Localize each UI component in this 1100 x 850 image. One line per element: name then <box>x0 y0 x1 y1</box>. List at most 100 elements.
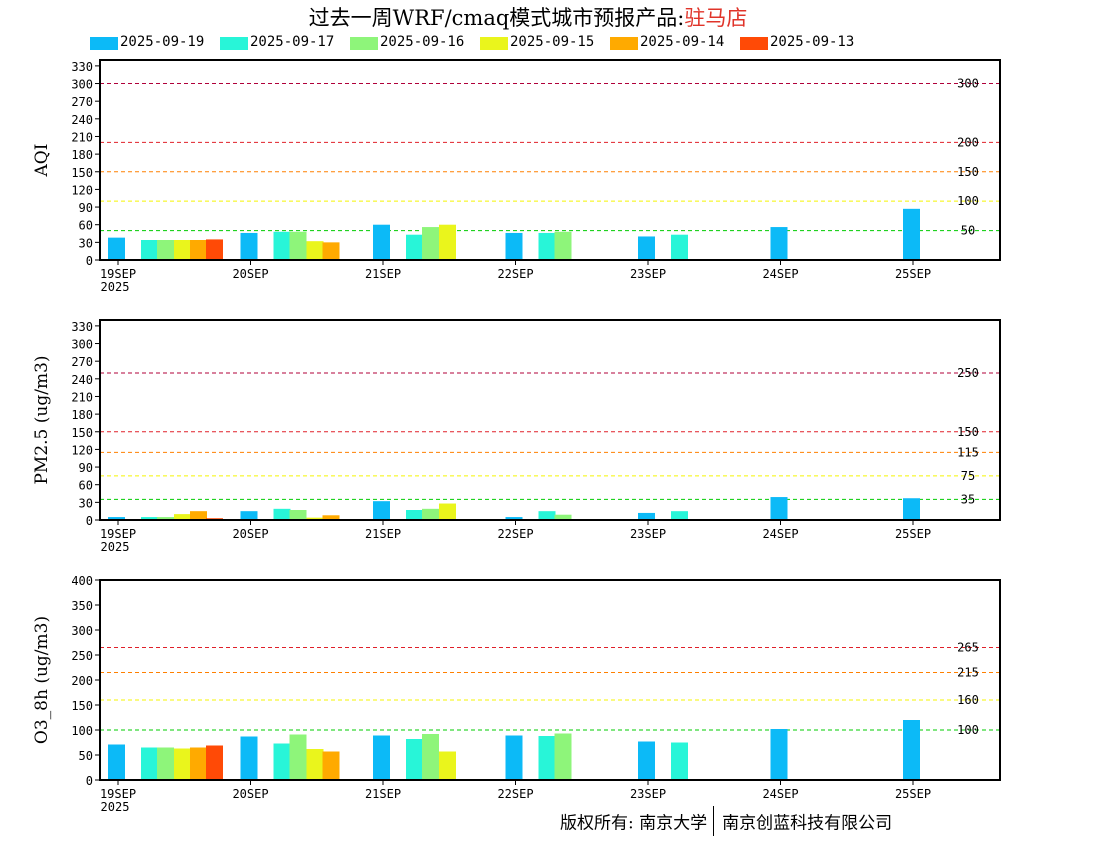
bar <box>770 729 788 780</box>
threshold-label: 35 <box>961 492 975 506</box>
threshold-label: 100 <box>957 194 979 208</box>
y-tick-label: 30 <box>79 236 93 250</box>
y-tick-label: 300 <box>71 78 93 92</box>
bar <box>638 741 655 780</box>
legend-label: 2025-09-17 <box>250 34 335 50</box>
y-tick-label: 330 <box>71 320 93 334</box>
bar <box>306 749 324 780</box>
bar <box>538 736 556 780</box>
y-tick-label: 350 <box>71 599 93 613</box>
bar <box>240 511 258 520</box>
y-tick-label: 60 <box>79 479 93 493</box>
bar <box>306 241 324 260</box>
bar <box>439 224 456 260</box>
bar <box>322 242 340 260</box>
bar <box>190 240 207 260</box>
bar <box>671 511 688 520</box>
y-tick-label: 60 <box>79 219 93 233</box>
bar <box>289 231 307 260</box>
bar <box>406 739 423 780</box>
bar <box>157 240 174 260</box>
bar <box>538 511 556 520</box>
bar <box>554 733 572 780</box>
bar <box>157 517 174 520</box>
legend-label: 2025-09-14 <box>640 34 725 50</box>
y-tick-label: 150 <box>71 166 93 180</box>
y-tick-label: 400 <box>71 574 93 588</box>
legend-label: 2025-09-16 <box>380 34 465 50</box>
x-tick-label: 25SEP <box>895 527 931 541</box>
bar <box>671 742 688 780</box>
x-tick-label: 19SEP <box>100 787 136 801</box>
bar <box>206 239 223 260</box>
threshold-label: 200 <box>957 135 979 149</box>
legend-swatch <box>90 37 118 50</box>
y-tick-label: 270 <box>71 95 93 109</box>
x-tick-label: 24SEP <box>762 527 798 541</box>
threshold-label: 115 <box>957 445 979 459</box>
bar <box>174 240 191 260</box>
legend-swatch <box>480 37 508 50</box>
y-axis-label: AQI <box>32 144 52 178</box>
threshold-label: 150 <box>957 165 979 179</box>
x-tick-label: 24SEP <box>762 267 798 281</box>
legend-swatch <box>740 37 768 50</box>
y-tick-label: 90 <box>79 461 93 475</box>
bar <box>206 745 223 780</box>
bar <box>373 224 390 260</box>
bar <box>373 501 390 520</box>
y-tick-label: 150 <box>71 426 93 440</box>
footer: 版权所有: 南京大学 南京创蓝科技有限公司 <box>560 806 892 840</box>
y-tick-label: 300 <box>71 624 93 638</box>
y-axis-label: PM2.5 (ug/m3) <box>32 355 52 484</box>
x-tick-year: 2025 <box>101 800 130 814</box>
bar <box>671 234 688 260</box>
y-tick-label: 120 <box>71 183 93 197</box>
bar <box>554 514 572 520</box>
bar <box>638 236 655 260</box>
title-station: 驻马店 <box>684 6 748 30</box>
bar <box>190 747 207 780</box>
plot-frame <box>99 319 1001 521</box>
y-tick-label: 240 <box>71 373 93 387</box>
y-tick-label: 120 <box>71 443 93 457</box>
x-tick-label: 25SEP <box>895 787 931 801</box>
chart-panel: 250 150 115 75 35 0 30 60 90 120 150 180 210 240 270 30… <box>32 319 1001 554</box>
bar <box>554 231 572 260</box>
bar <box>903 498 920 520</box>
threshold-label: 100 <box>957 723 979 737</box>
bar <box>770 497 788 520</box>
x-tick-label: 25SEP <box>895 267 931 281</box>
bar <box>422 508 439 520</box>
legend-swatch <box>220 37 248 50</box>
y-tick-label: 180 <box>71 408 93 422</box>
bar <box>289 510 307 520</box>
bar <box>141 747 158 780</box>
y-tick-label: 300 <box>71 338 93 352</box>
bar <box>373 735 390 780</box>
bar <box>273 231 291 260</box>
bar <box>273 743 291 780</box>
y-tick-label: 200 <box>71 674 93 688</box>
bar <box>903 208 920 260</box>
bar <box>108 517 125 520</box>
threshold-label: 160 <box>957 693 979 707</box>
y-tick-label: 270 <box>71 355 93 369</box>
legend-label: 2025-09-13 <box>770 34 855 50</box>
bar <box>322 515 340 520</box>
x-tick-label: 19SEP <box>100 527 136 541</box>
x-tick-label: 21SEP <box>365 527 401 541</box>
plot-frame <box>99 59 1001 261</box>
legend-label: 2025-09-15 <box>510 34 595 50</box>
bar <box>174 748 191 780</box>
y-tick-label: 0 <box>86 514 93 528</box>
threshold-label: 150 <box>957 425 979 439</box>
bar <box>538 232 556 260</box>
legend-label: 2025-09-19 <box>120 34 205 50</box>
y-tick-label: 150 <box>71 699 93 713</box>
y-tick-label: 210 <box>71 390 93 404</box>
bar <box>108 237 125 260</box>
y-tick-label: 100 <box>71 724 93 738</box>
threshold-label: 50 <box>961 224 975 238</box>
bar <box>422 227 439 260</box>
